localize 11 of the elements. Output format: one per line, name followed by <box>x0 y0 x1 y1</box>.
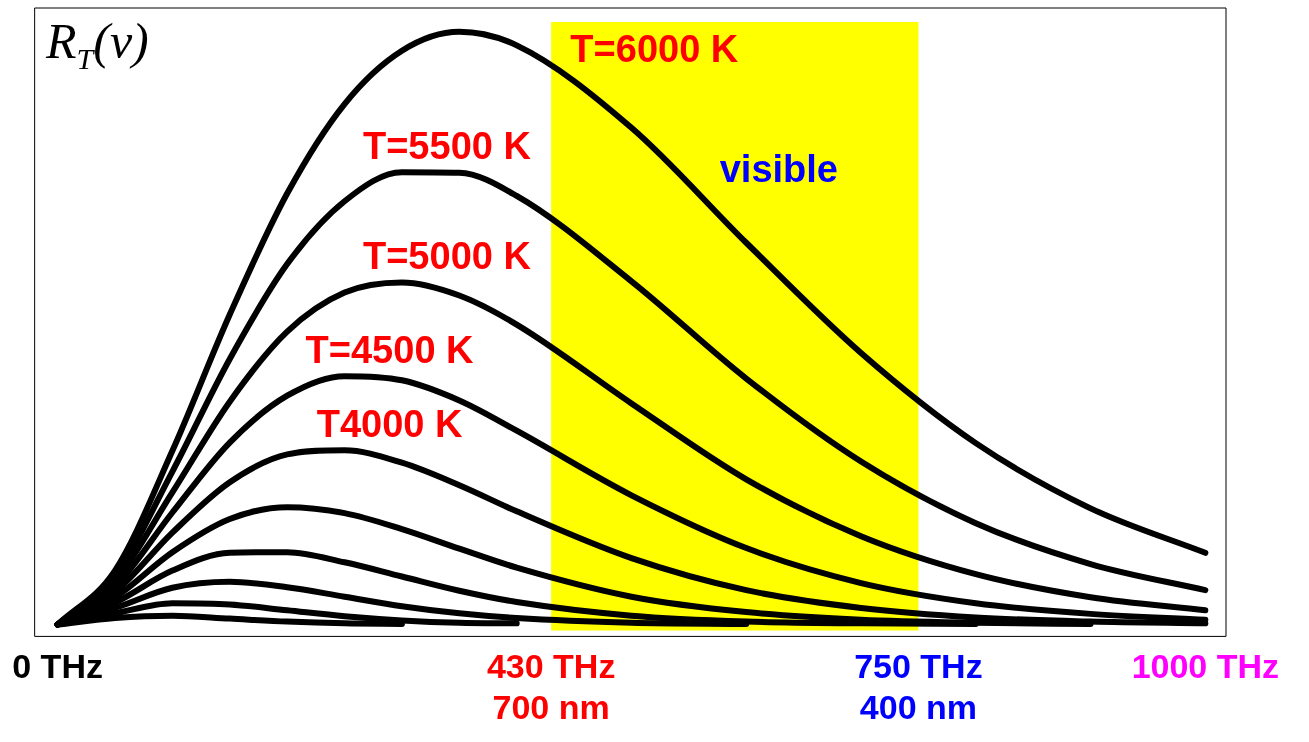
x-tick-label: 1000 THz <box>1131 647 1280 686</box>
series-label: T=5000 K <box>362 234 532 277</box>
band-label: visible <box>719 147 838 190</box>
series-label: T=5500 K <box>362 124 532 167</box>
x-tick-label: 0 THz <box>12 647 103 686</box>
series-label: T=4500 K <box>305 328 475 371</box>
x-tick-label: 430 THz 700 nm <box>486 647 616 726</box>
series-label: T4000 K <box>316 402 463 445</box>
x-tick-label: 750 THz 400 nm <box>854 647 983 726</box>
y-axis-title: R$_{T}$(ν) <box>46 13 149 75</box>
series-label: T=6000 K <box>570 28 739 71</box>
